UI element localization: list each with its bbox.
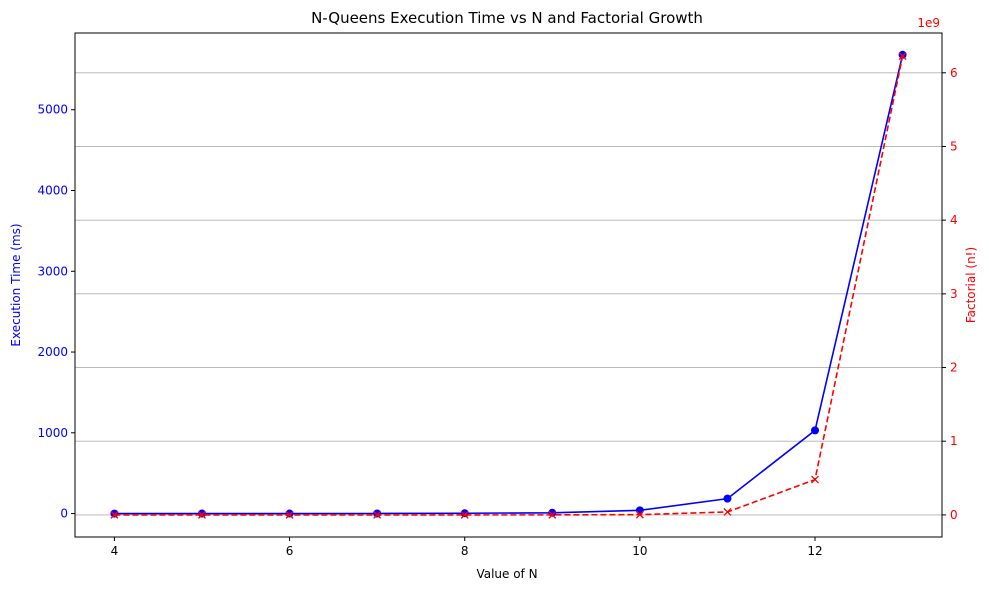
series-factorial: [110, 52, 907, 519]
y-left-tick-label: 3000: [37, 264, 68, 278]
y-left-tick-label: 0: [60, 507, 68, 521]
y-right-tick-label: 2: [950, 361, 958, 375]
grid-lines: [75, 72, 942, 516]
data-point: [285, 509, 294, 518]
data-point: [635, 510, 644, 519]
data-point: [460, 509, 469, 518]
data-point: [635, 506, 644, 515]
data-point: [198, 510, 206, 519]
y-right-tick-label: 6: [950, 66, 958, 80]
data-point: [373, 509, 382, 518]
data-point: [548, 510, 557, 519]
x-axis-label: Value of N: [476, 567, 537, 581]
x-tick-label: 4: [111, 544, 119, 558]
plot-frame: [74, 32, 943, 538]
x-tick-label: 12: [807, 544, 822, 558]
y-right-tick-label: 1: [950, 434, 958, 448]
series-line: [114, 55, 904, 516]
data-point-stroke: [811, 475, 819, 484]
data-point-stroke: [198, 510, 206, 519]
y-left-tick-label: 2000: [37, 345, 68, 359]
y-axis-right-offset-label: 1e9: [917, 16, 940, 30]
data-point: [197, 509, 206, 518]
y-left-tick-label: 4000: [37, 184, 68, 198]
y-right-tick-label: 3: [950, 287, 958, 301]
y-axis-right-label: Factorial (n!): [964, 247, 978, 323]
data-point: [110, 510, 119, 519]
data-point: [723, 507, 732, 516]
data-point-stroke: [460, 510, 469, 519]
y-axis-left: 0 1000 2000 3000 4000 5000: [37, 103, 75, 521]
data-point: [811, 475, 819, 484]
y-left-tick-label: 1000: [37, 426, 68, 440]
data-point: [898, 52, 907, 61]
data-point: [460, 510, 469, 519]
data-point-stroke: [898, 52, 907, 61]
y-right-tick-label: 4: [950, 213, 958, 227]
data-point-stroke: [373, 510, 382, 519]
y-right-tick-label: 5: [950, 139, 958, 153]
data-point-stroke: [635, 510, 644, 519]
data-point-stroke: [285, 510, 294, 519]
x-tick-label: 8: [461, 544, 469, 558]
y-left-tick-label: 5000: [37, 103, 68, 117]
data-point: [285, 510, 294, 519]
y-axis-left-label: Execution Time (ms): [9, 223, 23, 346]
data-point: [373, 510, 382, 519]
data-point: [811, 426, 820, 435]
chart-title: N-Queens Execution Time vs N and Factori…: [311, 9, 703, 27]
data-point: [723, 494, 732, 503]
x-axis: 4 6 8 10 12: [111, 537, 823, 558]
data-point-stroke: [723, 507, 732, 516]
data-point-stroke: [548, 510, 557, 519]
x-tick-label: 10: [632, 544, 647, 558]
data-point: [898, 50, 907, 59]
y-axis-right: 0 1 2 3 4 5 6: [942, 66, 958, 522]
data-point-stroke: [110, 510, 119, 519]
series-line: [114, 54, 904, 515]
data-point: [110, 509, 119, 518]
series-execution-time: [110, 50, 907, 518]
x-tick-label: 6: [286, 544, 294, 558]
y-right-tick-label: 0: [950, 508, 958, 522]
